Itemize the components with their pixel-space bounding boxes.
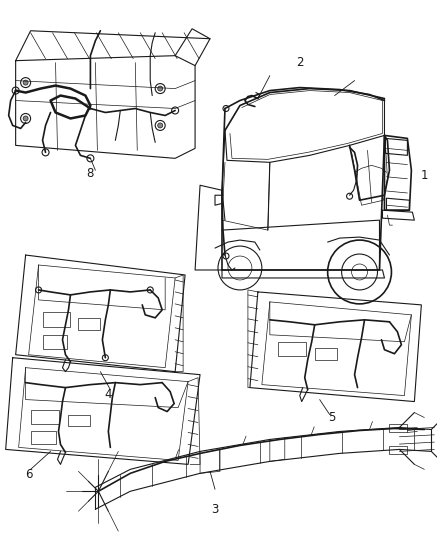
Text: 6: 6: [25, 468, 32, 481]
Circle shape: [158, 123, 162, 128]
Text: 2: 2: [296, 56, 304, 69]
Text: 5: 5: [328, 411, 336, 424]
Bar: [31, 432, 56, 445]
Bar: [78, 318, 100, 330]
Bar: [42, 312, 71, 327]
Bar: [68, 415, 90, 426]
Bar: [31, 409, 59, 424]
Text: 8: 8: [87, 167, 94, 180]
Text: 4: 4: [105, 388, 112, 401]
Text: 1: 1: [420, 169, 428, 182]
Circle shape: [23, 116, 28, 121]
Text: 3: 3: [211, 503, 219, 516]
Bar: [42, 335, 67, 349]
Bar: [389, 447, 407, 455]
Circle shape: [158, 86, 162, 91]
Bar: [278, 342, 306, 356]
Bar: [389, 424, 407, 432]
Circle shape: [23, 80, 28, 85]
Bar: [314, 348, 337, 360]
